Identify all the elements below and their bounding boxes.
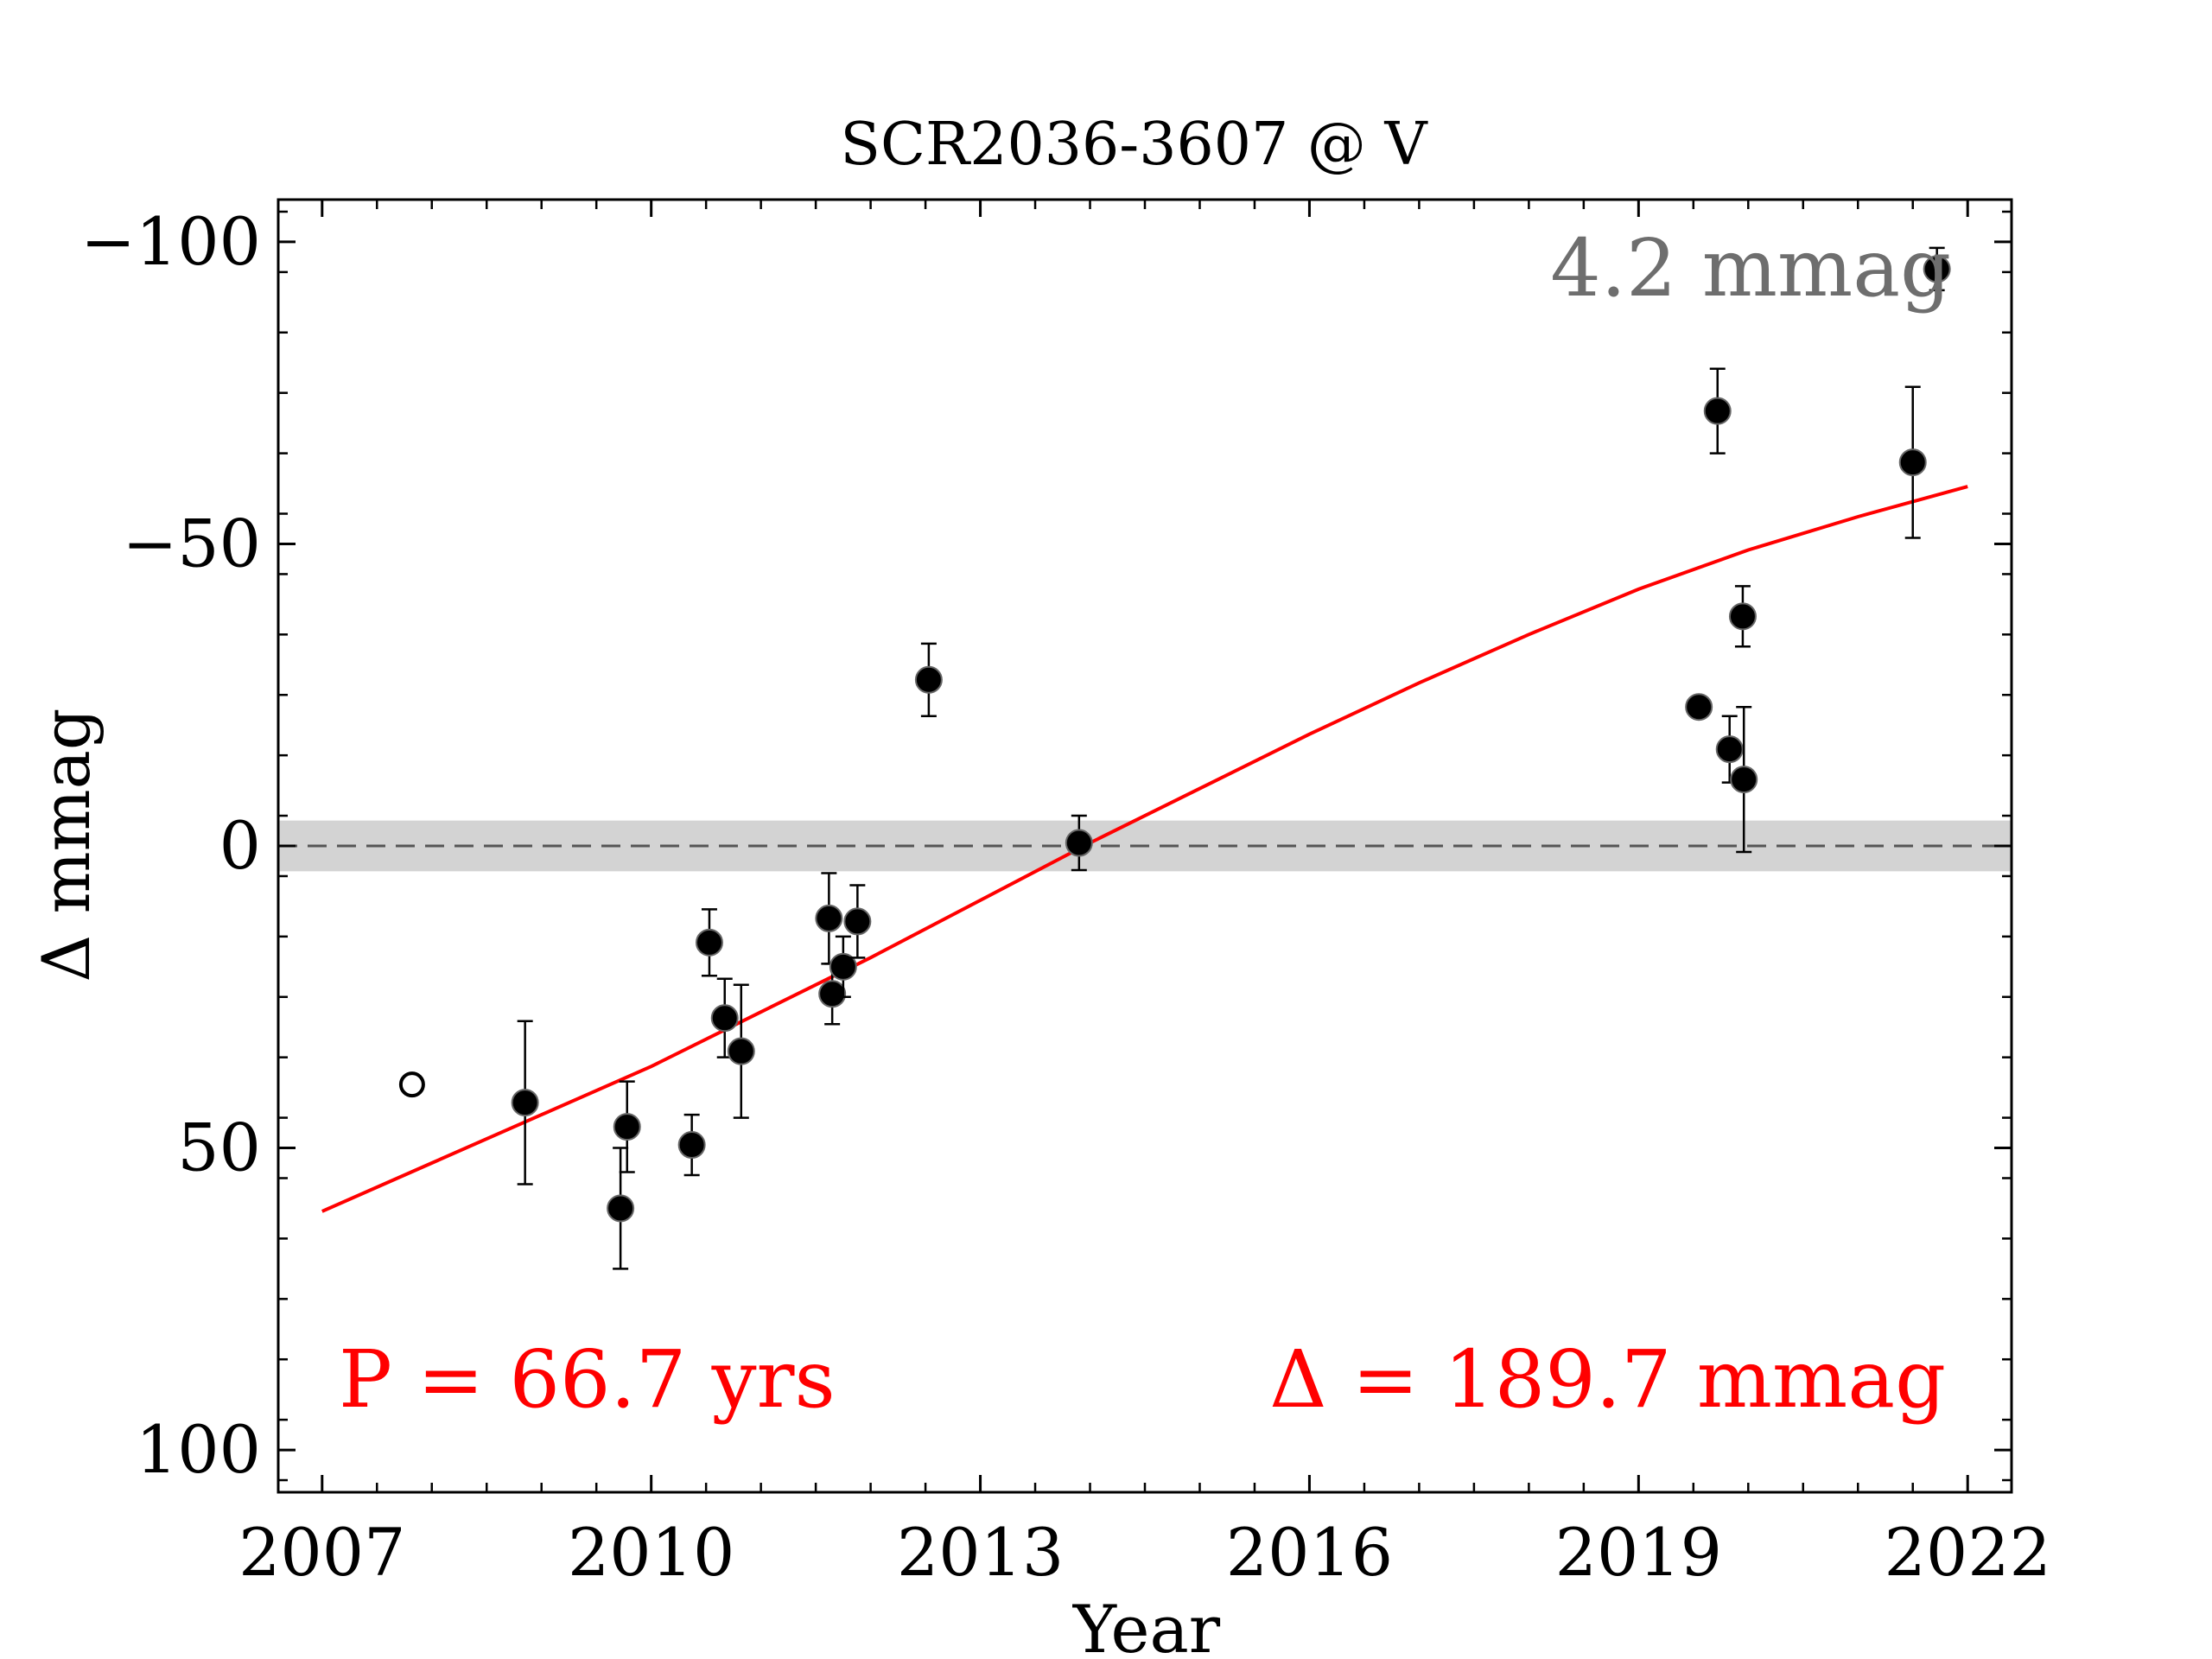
data-point xyxy=(710,1004,739,1033)
y-tick-label: 50 xyxy=(177,1109,261,1186)
data-point xyxy=(1923,255,1951,283)
x-ticks: 2007 2010 2013 2016 2019 2022 xyxy=(238,200,2051,1591)
open-data-point xyxy=(398,1071,425,1098)
y-tick-label: 100 xyxy=(136,1411,261,1488)
data-point xyxy=(815,904,843,932)
data-point xyxy=(843,907,872,936)
data-point xyxy=(1898,448,1927,477)
x-tick-label: 2016 xyxy=(1226,1514,1393,1591)
precision-label: 4.2 mmag xyxy=(1550,222,1951,315)
data-point xyxy=(1685,693,1713,721)
data-point xyxy=(677,1131,706,1160)
data-point xyxy=(695,928,723,957)
x-tick-label: 2007 xyxy=(238,1514,405,1591)
data-point xyxy=(1730,766,1758,794)
plot-frame xyxy=(276,198,2013,1494)
x-tick-label: 2010 xyxy=(568,1514,734,1591)
y-axis-label: Δ mmag xyxy=(28,708,105,982)
y-tick-label: −50 xyxy=(123,505,261,582)
chart-title: SCR2036-3607 @ V xyxy=(840,111,1428,179)
data-point xyxy=(829,952,857,981)
data-points xyxy=(398,246,1951,1270)
x-axis-label: Year xyxy=(1072,1591,1221,1659)
data-point xyxy=(727,1037,755,1065)
fit-curve xyxy=(321,485,1968,1213)
amplitude-annotation: Δ = 189.7 mmag xyxy=(1269,1333,1946,1426)
data-point xyxy=(613,1113,641,1141)
y-tick-label: 0 xyxy=(219,807,261,884)
data-point xyxy=(1728,602,1757,631)
data-point xyxy=(1703,397,1732,425)
x-tick-label: 2013 xyxy=(897,1514,1064,1591)
y-tick-label: −100 xyxy=(80,203,261,280)
period-annotation: P = 66.7 yrs xyxy=(339,1333,836,1426)
data-point xyxy=(1065,829,1093,857)
data-point xyxy=(914,665,943,694)
data-point xyxy=(511,1089,539,1117)
x-tick-label: 2022 xyxy=(1885,1514,2051,1591)
data-point xyxy=(1715,735,1744,764)
data-point xyxy=(607,1194,635,1223)
x-tick-label: 2019 xyxy=(1555,1514,1722,1591)
y-ticks: −100 −50 0 50 100 xyxy=(80,203,2012,1488)
data-point xyxy=(818,980,847,1008)
